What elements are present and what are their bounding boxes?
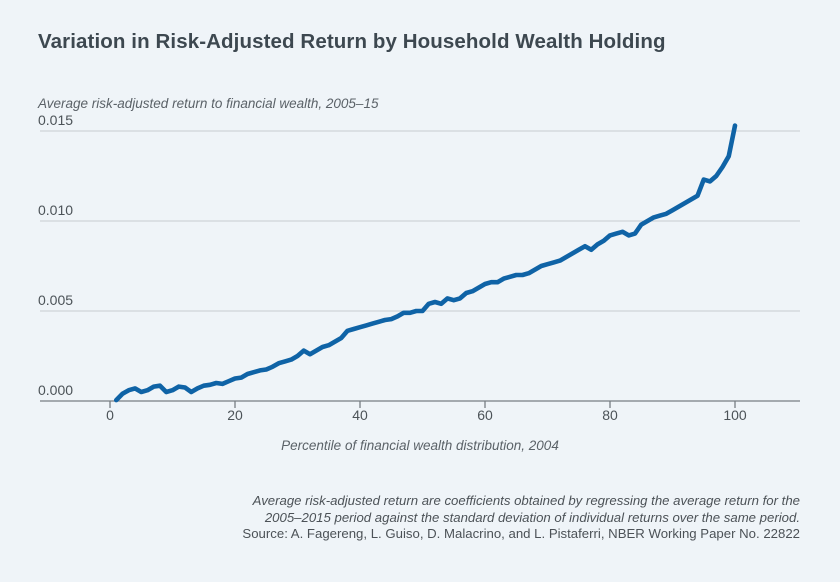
x-tick-label-60: 60: [477, 407, 493, 423]
x-tick-label-80: 80: [602, 407, 618, 423]
x-axis-title: Percentile of financial wealth distribut…: [281, 438, 559, 453]
footnote-line-2: 2005–2015 period against the standard de…: [264, 509, 800, 525]
y-tick-label-0000: 0.000: [38, 382, 74, 398]
y-tick-label-0010: 0.010: [38, 202, 74, 218]
x-tick-label-40: 40: [352, 407, 368, 423]
x-tick-label-100: 100: [723, 407, 747, 423]
y-tick-label-0015: 0.015: [38, 112, 74, 128]
footnote-line-1: Average risk-adjusted return are coeffic…: [252, 493, 800, 508]
x-tick-label-0: 0: [106, 407, 114, 423]
data-line-risk-adjusted-return: [113, 123, 738, 403]
source-line: Source: A. Fagereng, L. Guiso, D. Malacr…: [242, 526, 800, 542]
x-axis-ticks: [109, 401, 736, 408]
x-tick-label-20: 20: [227, 407, 243, 423]
page-title: Variation in Risk-Adjusted Return by Hou…: [38, 30, 666, 53]
y-tick-label-0005: 0.005: [38, 292, 74, 308]
y-axis-title: Average risk-adjusted return to financia…: [38, 96, 379, 111]
figure-footer: Average risk-adjusted return are coeffic…: [160, 493, 800, 543]
